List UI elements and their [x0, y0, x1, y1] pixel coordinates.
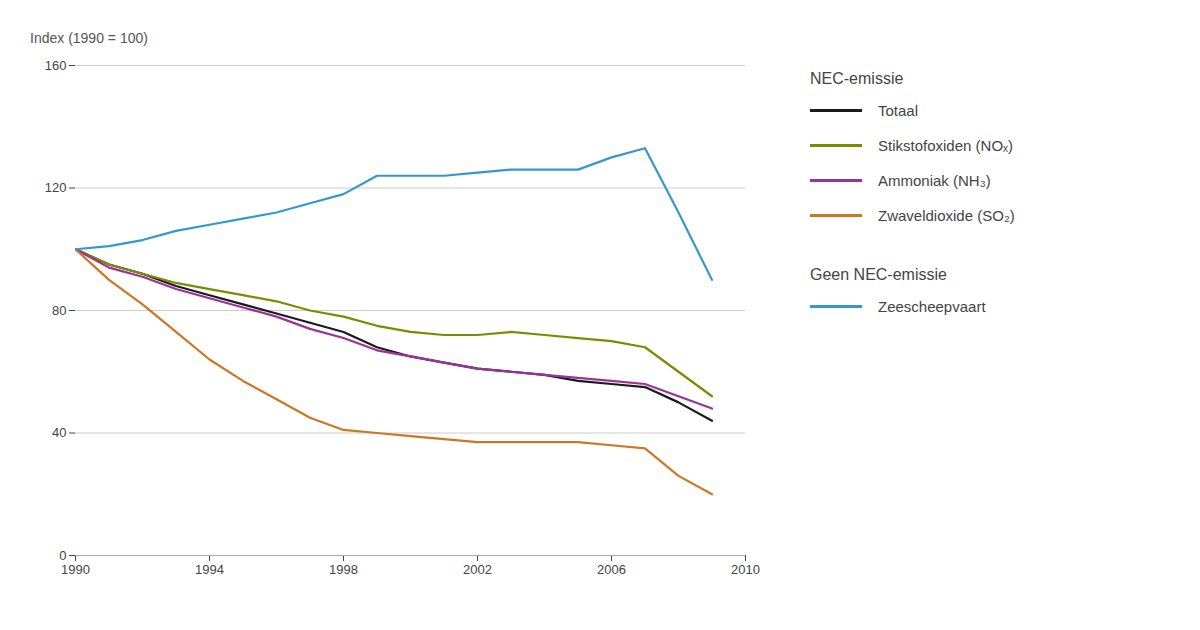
html-text:Zeescheepvaart: Zeescheepvaart [878, 298, 986, 315]
html-text:Index (1990 = 100): Index (1990 = 100) [30, 30, 148, 46]
html-text:Ammoniak (NH₃): Ammoniak (NH₃) [878, 172, 991, 189]
svg-text:0: 0 [59, 548, 66, 563]
svg-text:80: 80 [52, 303, 66, 318]
svg-text:160: 160 [45, 58, 67, 73]
html-text:Stikstofoxiden (NOₓ): Stikstofoxiden (NOₓ) [878, 137, 1013, 154]
svg-text:1998: 1998 [329, 562, 358, 577]
svg-text:1990: 1990 [61, 562, 90, 577]
svg-text:2002: 2002 [463, 562, 492, 577]
html-text:Zwaveldioxide (SO₂): Zwaveldioxide (SO₂) [878, 207, 1015, 224]
svg-text:2006: 2006 [597, 562, 626, 577]
html-text:Totaal: Totaal [878, 102, 918, 119]
svg-text:40: 40 [52, 425, 66, 440]
html-text:NEC-emissie: NEC-emissie [810, 70, 904, 87]
svg-text:120: 120 [45, 180, 67, 195]
svg-text:2010: 2010 [731, 562, 760, 577]
svg-text:1994: 1994 [195, 562, 224, 577]
html-text:Geen NEC-emissie: Geen NEC-emissie [810, 266, 947, 283]
